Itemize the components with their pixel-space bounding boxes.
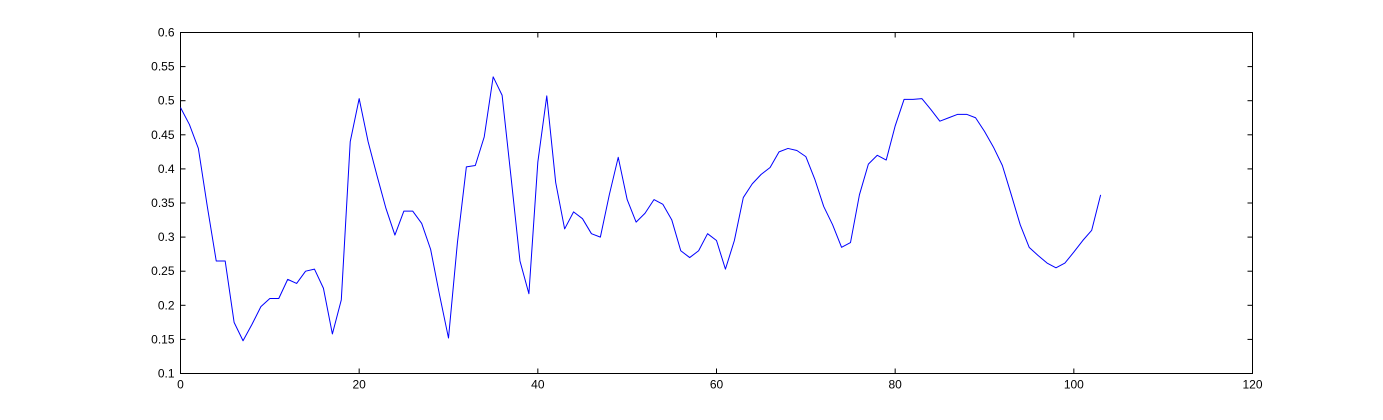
y-tick-label: 0.5: [158, 94, 175, 108]
y-tick-label: 0.1: [158, 367, 175, 381]
y-axis-ticks: [180, 32, 1253, 374]
y-tick-label: 0.45: [151, 128, 175, 142]
y-tick-label: 0.2: [158, 298, 175, 312]
y-tick-label: 0.3: [158, 230, 175, 244]
x-tick-label: 120: [1242, 378, 1262, 392]
x-tick-label: 20: [352, 378, 366, 392]
y-tick-label: 0.35: [151, 196, 175, 210]
series-group: [180, 76, 1102, 342]
y-tick-label: 0.25: [151, 264, 175, 278]
y-tick-label: 0.55: [151, 60, 175, 74]
x-tick-label: 100: [1064, 378, 1084, 392]
x-axis-tick-labels: 0 20 40 60 80 100 120: [177, 378, 1263, 392]
y-tick-label: 0.6: [158, 26, 175, 40]
plot-area-frame: [180, 32, 1253, 374]
y-tick-label: 0.4: [158, 162, 175, 176]
y-tick-label: 0.15: [151, 332, 175, 346]
x-tick-label: 0: [177, 378, 184, 392]
series-line: [180, 76, 1102, 342]
x-tick-label: 80: [888, 378, 902, 392]
x-tick-label: 60: [710, 378, 724, 392]
y-axis-tick-labels: 0.1 0.15 0.2 0.25 0.3 0.35 0.4 0.45 0.5 0.55 0.6: [151, 26, 175, 381]
x-axis-ticks: [180, 32, 1253, 374]
x-tick-label: 40: [531, 378, 545, 392]
